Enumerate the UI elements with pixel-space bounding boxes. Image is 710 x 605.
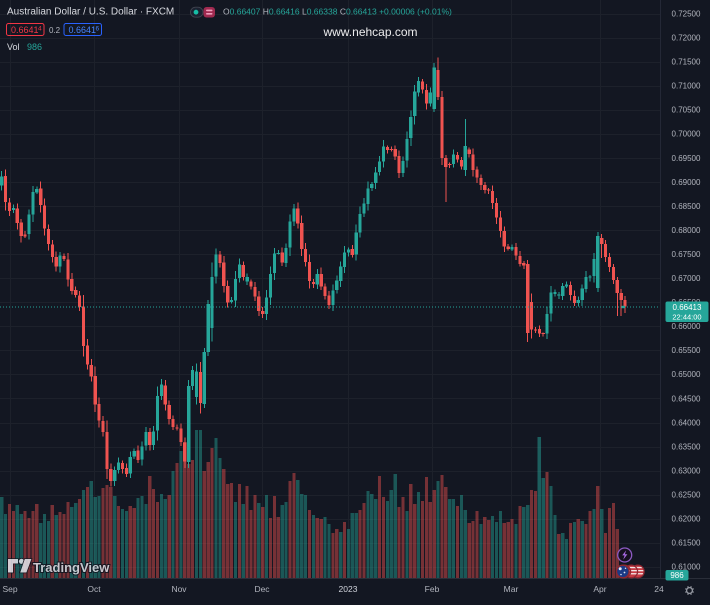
svg-text:0.71000: 0.71000 xyxy=(672,82,701,91)
svg-text:0.64000: 0.64000 xyxy=(672,418,701,427)
svg-text:0.72500: 0.72500 xyxy=(672,10,701,19)
svg-text:0.62500: 0.62500 xyxy=(672,491,701,500)
svg-text:24: 24 xyxy=(654,584,664,594)
svg-text:0.65500: 0.65500 xyxy=(672,346,701,355)
svg-text:Sep: Sep xyxy=(2,584,17,594)
svg-text:Vol: Vol xyxy=(7,42,20,52)
svg-text:0.63500: 0.63500 xyxy=(672,442,701,451)
svg-text:0.66413: 0.66413 xyxy=(673,303,702,312)
svg-text:0.69500: 0.69500 xyxy=(672,154,701,163)
svg-text:0.64500: 0.64500 xyxy=(672,394,701,403)
svg-text:22:44:00: 22:44:00 xyxy=(672,313,701,322)
svg-text:TradingView: TradingView xyxy=(33,560,110,575)
svg-text:986: 986 xyxy=(27,42,42,52)
svg-text:0.71500: 0.71500 xyxy=(672,58,701,67)
svg-text:0.70500: 0.70500 xyxy=(672,106,701,115)
svg-text:0.65000: 0.65000 xyxy=(672,370,701,379)
svg-text:0.68000: 0.68000 xyxy=(672,226,701,235)
svg-text:www.nehcap.com: www.nehcap.com xyxy=(322,25,417,39)
svg-text:0.67000: 0.67000 xyxy=(672,274,701,283)
svg-text:Mar: Mar xyxy=(504,584,519,594)
svg-text:0.70000: 0.70000 xyxy=(672,130,701,139)
svg-text:6: 6 xyxy=(96,26,100,33)
svg-text:0.72000: 0.72000 xyxy=(672,34,701,43)
svg-text:Australian Dollar / U.S. Dolla: Australian Dollar / U.S. Dollar · FXCM xyxy=(7,7,174,18)
svg-text:0.62000: 0.62000 xyxy=(672,515,701,524)
svg-text:Nov: Nov xyxy=(171,584,187,594)
svg-text:0.61500: 0.61500 xyxy=(672,539,701,548)
svg-text:0.66000: 0.66000 xyxy=(672,322,701,331)
svg-text:0.69000: 0.69000 xyxy=(672,178,701,187)
svg-text:0.61000: 0.61000 xyxy=(672,563,701,572)
svg-text:986: 986 xyxy=(670,571,684,580)
svg-text:2023: 2023 xyxy=(339,584,358,594)
svg-text:Apr: Apr xyxy=(593,584,606,594)
svg-text:0.6641: 0.6641 xyxy=(11,25,39,35)
svg-text:0.2: 0.2 xyxy=(49,26,61,35)
svg-text:0.63000: 0.63000 xyxy=(672,466,701,475)
svg-text:0.6641: 0.6641 xyxy=(69,25,97,35)
svg-text:Oct: Oct xyxy=(87,584,101,594)
svg-text:4: 4 xyxy=(38,26,42,33)
svg-text:O0.66407 H0.66416 L0.66338 C0.: O0.66407 H0.66416 L0.66338 C0.66413 +0.0… xyxy=(223,7,452,17)
svg-text:0.67500: 0.67500 xyxy=(672,250,701,259)
svg-text:Dec: Dec xyxy=(254,584,270,594)
svg-text:Feb: Feb xyxy=(425,584,440,594)
svg-text:0.68500: 0.68500 xyxy=(672,202,701,211)
